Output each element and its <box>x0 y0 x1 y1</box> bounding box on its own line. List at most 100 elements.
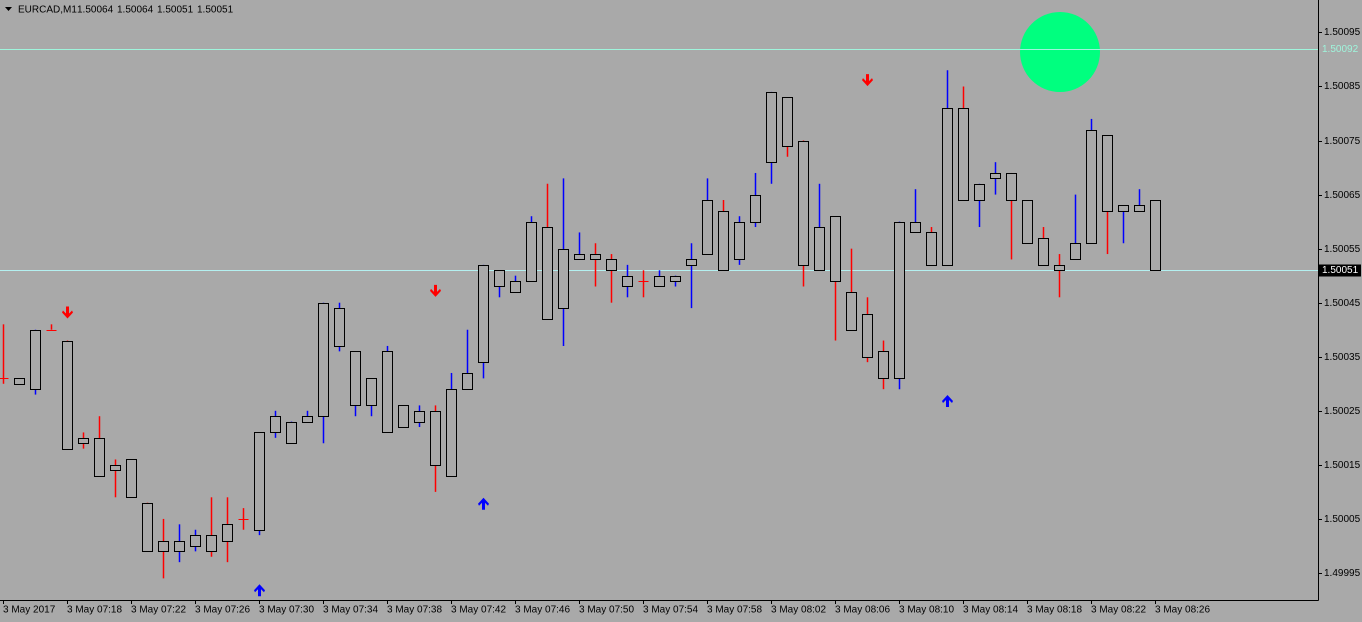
candle-body <box>1118 205 1129 212</box>
candle-body <box>974 184 985 201</box>
signal-arrow-up <box>942 395 953 407</box>
candle-body <box>1102 135 1113 212</box>
candle-body <box>78 438 89 444</box>
candle-body <box>190 535 201 547</box>
x-tick-label: 3 May 07:34 <box>323 605 378 616</box>
candle-body <box>430 411 441 466</box>
candle-body <box>254 432 265 531</box>
y-tick-label: 1.50065 <box>1324 190 1361 201</box>
x-tick-label: 3 May 08:06 <box>835 605 890 616</box>
signal-arrow-down <box>62 306 73 319</box>
y-tick-label: 1.50035 <box>1324 352 1361 363</box>
candle-body <box>686 259 697 266</box>
candle-body <box>846 292 857 331</box>
candle-body <box>766 92 777 163</box>
candle-body <box>398 405 409 428</box>
candle-body <box>414 411 425 423</box>
candle-body <box>718 211 729 271</box>
chart-title: EURCAD,M1 <box>18 5 77 16</box>
candle-body <box>782 97 793 147</box>
y-tick-label: 1.50045 <box>1324 298 1361 309</box>
candle-body <box>158 541 169 552</box>
candle-body <box>1022 200 1033 244</box>
x-tick-label: 3 May 07:42 <box>451 605 506 616</box>
header-low: 1.50051 <box>157 5 194 16</box>
indicator-circle <box>1020 12 1100 92</box>
signal-arrow-down <box>862 74 873 87</box>
x-tick-label: 3 May 08:18 <box>1027 605 1082 616</box>
x-tick-label: 3 May 08:22 <box>1091 605 1146 616</box>
candle-body <box>62 341 73 450</box>
candle-body <box>958 108 969 201</box>
x-tick-label: 3 May 08:02 <box>771 605 826 616</box>
candle-body <box>462 373 473 390</box>
candle-body <box>526 222 537 282</box>
header-open: 1.50064 <box>77 5 114 16</box>
signal-arrow-up <box>478 497 489 510</box>
candle-body <box>318 303 329 417</box>
candle-body <box>798 141 809 266</box>
candle-body <box>670 276 681 282</box>
y-tick-label: 1.50075 <box>1324 136 1361 147</box>
x-tick-label: 3 May 07:18 <box>67 605 122 616</box>
y-tick-label: 1.50055 <box>1324 244 1361 255</box>
y-tick-label: 1.50095 <box>1324 27 1361 38</box>
price-label: 1.50092 <box>1322 44 1359 55</box>
y-tick-label: 1.50015 <box>1324 460 1361 471</box>
candle-body <box>606 259 617 271</box>
candle-body <box>1070 243 1081 260</box>
candle-body <box>1150 200 1161 271</box>
candle-body <box>654 276 665 287</box>
candle-body <box>110 465 121 471</box>
candle-body <box>734 222 745 260</box>
candle-body <box>542 227 553 320</box>
candle-body <box>990 173 1001 179</box>
x-tick-label: 3 May 08:26 <box>1155 605 1210 616</box>
x-tick-label: 3 May 07:38 <box>387 605 442 616</box>
candle-body <box>30 330 41 390</box>
candle-body <box>814 227 825 271</box>
candle-body <box>286 422 297 444</box>
candle-body <box>14 378 25 385</box>
x-tick-label: 3 May 07:50 <box>579 605 634 616</box>
candle-body <box>1134 205 1145 212</box>
candle-body <box>126 459 137 498</box>
candle-body <box>750 195 761 223</box>
candle-body <box>702 200 713 255</box>
candle-body <box>446 389 457 477</box>
x-tick-label: 3 May 07:30 <box>259 605 314 616</box>
x-tick-label: 3 May 07:26 <box>195 605 250 616</box>
price-label-box <box>1319 264 1361 277</box>
x-tick-label: 3 May 07:22 <box>131 605 186 616</box>
candle-body <box>942 108 953 266</box>
candle-body <box>1038 238 1049 266</box>
candle-body <box>862 314 873 358</box>
candle-body <box>350 351 361 406</box>
candle-body <box>334 308 345 347</box>
x-tick-label: 3 May 07:46 <box>515 605 570 616</box>
signal-arrow-down <box>430 284 441 297</box>
candle-body <box>1086 130 1097 244</box>
candle-body <box>590 254 601 260</box>
x-tick-label: 3 May 2017 <box>3 605 56 616</box>
candle-body <box>878 351 889 379</box>
candle-body <box>94 438 105 477</box>
y-tick-label: 1.50085 <box>1324 81 1361 92</box>
candle-body <box>366 378 377 406</box>
menu-triangle[interactable] <box>5 7 12 11</box>
y-tick-label: 1.50005 <box>1324 514 1361 525</box>
candle-body <box>222 524 233 542</box>
candle-body <box>174 541 185 552</box>
x-tick-label: 3 May 08:10 <box>899 605 954 616</box>
candle-body <box>142 503 153 552</box>
candle-body <box>910 222 921 233</box>
candle-body <box>206 535 217 552</box>
x-tick-label: 3 May 08:14 <box>963 605 1018 616</box>
x-tick-label: 3 May 07:54 <box>643 605 698 616</box>
candle-body <box>926 232 937 266</box>
signal-arrow-up <box>254 584 265 597</box>
candle-body <box>494 270 505 287</box>
